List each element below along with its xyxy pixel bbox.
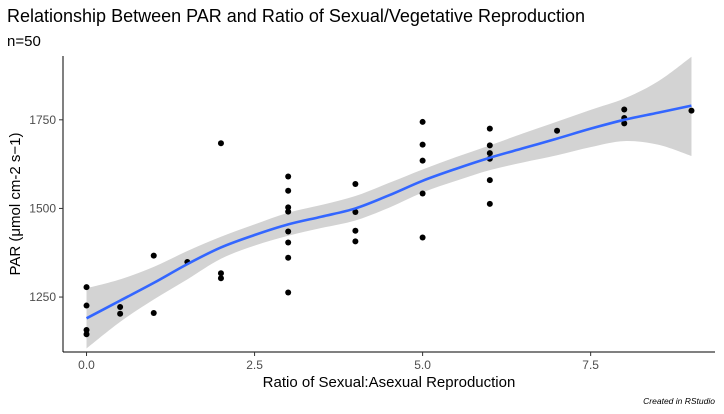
- data-point: [419, 190, 426, 197]
- x-tick-label: 5.0: [414, 358, 431, 372]
- data-point: [285, 187, 292, 194]
- data-point: [285, 204, 292, 211]
- data-point: [285, 289, 292, 296]
- smooth-trend-line: [85, 104, 692, 320]
- data-point: [285, 254, 292, 261]
- data-point: [352, 227, 359, 234]
- data-point: [419, 234, 426, 241]
- data-point: [621, 120, 628, 127]
- y-tick-label: 1500: [29, 201, 56, 215]
- y-tick-label: 1750: [29, 113, 56, 127]
- data-point: [83, 331, 90, 338]
- data-point: [217, 270, 224, 277]
- confidence-band: [86, 56, 692, 349]
- chart-caption: Created in RStudio: [643, 396, 715, 406]
- data-point: [486, 125, 493, 132]
- y-axis-ticks: 1250 1500 1750: [29, 113, 63, 304]
- chart-title: Relationship Between PAR and Ratio of Se…: [7, 6, 585, 26]
- data-point: [688, 107, 695, 114]
- data-point: [285, 173, 292, 180]
- data-point: [419, 118, 426, 125]
- x-tick-label: 2.5: [246, 358, 263, 372]
- data-point: [419, 141, 426, 148]
- data-point: [419, 157, 426, 164]
- data-point: [352, 208, 359, 215]
- x-tick-label: 0.0: [78, 358, 95, 372]
- data-point: [150, 310, 157, 317]
- data-point: [83, 327, 90, 334]
- x-axis-ticks: 0.0 2.5 5.0 7.5: [78, 352, 599, 372]
- data-point: [352, 238, 359, 245]
- data-point: [352, 180, 359, 187]
- data-point: [150, 252, 157, 259]
- data-points: [83, 106, 695, 338]
- chart-subtitle: n=50: [7, 33, 41, 50]
- data-point: [285, 208, 292, 215]
- plot-area: [83, 56, 695, 349]
- data-point: [117, 303, 124, 310]
- y-tick-label: 1250: [29, 290, 56, 304]
- data-point: [486, 200, 493, 207]
- data-point: [217, 275, 224, 282]
- data-point: [285, 239, 292, 246]
- y-axis-title: PAR (μmol cm-2 s−1): [7, 133, 24, 276]
- data-point: [486, 150, 493, 157]
- data-point: [486, 142, 493, 149]
- data-point: [486, 177, 493, 184]
- x-axis-title: Ratio of Sexual:Asexual Reproduction: [263, 374, 516, 391]
- data-point: [83, 302, 90, 309]
- data-point: [285, 228, 292, 235]
- data-point: [621, 106, 628, 113]
- data-point: [554, 127, 561, 134]
- data-point: [83, 284, 90, 291]
- data-point: [217, 140, 224, 147]
- x-tick-label: 7.5: [582, 358, 599, 372]
- data-point: [117, 310, 124, 317]
